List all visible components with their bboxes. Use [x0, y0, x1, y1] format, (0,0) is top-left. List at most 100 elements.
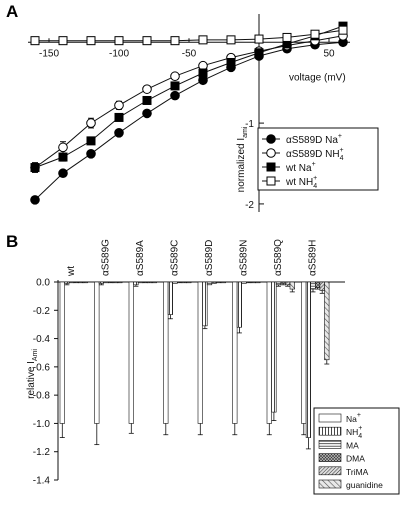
bar — [147, 281, 153, 284]
data-point — [86, 149, 96, 159]
data-point — [170, 90, 180, 101]
bar — [133, 281, 139, 286]
bar-group: αS589N — [232, 240, 261, 436]
bar — [206, 281, 213, 286]
legend-label-main: αS589D Na — [286, 135, 338, 146]
legend-swatch — [318, 466, 342, 476]
legend-label-main: NH — [346, 427, 358, 437]
legend-swatch — [318, 440, 342, 449]
bar — [186, 281, 192, 284]
legend-label: TriMA — [346, 467, 369, 477]
x-tick-label: -50 — [182, 48, 197, 59]
legend-marker — [266, 176, 276, 186]
legend-label: MA — [346, 440, 359, 450]
bar-group: wt — [59, 266, 88, 438]
data-point — [338, 25, 348, 35]
legend-label: αS589D Na+ — [286, 133, 342, 146]
legend-marker — [266, 148, 276, 158]
data-point — [30, 163, 40, 173]
panel-b-bar-chart: 0.0 -0.2 -0.4 -0.6 -0.8 -1.0 -1.2 -1.4 relative … — [26, 239, 400, 495]
bar-group: αS589C — [163, 240, 192, 436]
bar — [73, 281, 79, 284]
bar — [310, 281, 316, 290]
bar — [98, 281, 104, 284]
category-label: αS589C — [170, 240, 181, 276]
bar — [289, 281, 295, 290]
legend-label: guanidine — [346, 480, 383, 490]
data-point — [142, 36, 152, 46]
bar — [271, 281, 277, 413]
data-point — [170, 36, 180, 46]
bar-group: αS589D — [197, 240, 226, 436]
data-point — [114, 112, 124, 122]
data-point — [86, 136, 96, 146]
y-axis-title-main: normalized I — [236, 138, 247, 192]
bar — [314, 281, 321, 288]
legend-swatch — [318, 453, 342, 462]
bar — [128, 281, 134, 424]
bar — [305, 281, 312, 438]
y-tick-label: -0.2 — [33, 306, 51, 317]
panel-a-label: A — [6, 2, 18, 21]
bar — [202, 281, 208, 327]
legend-label: wt NH4+ — [285, 175, 317, 190]
category-label: αS589N — [239, 240, 250, 276]
data-point — [58, 142, 68, 153]
bar — [78, 281, 84, 284]
bar — [59, 281, 65, 424]
legend-box — [313, 407, 400, 495]
bar-group: αS589G — [94, 239, 123, 446]
y-axis-title: normalized Iami — [236, 126, 249, 192]
bar — [232, 281, 238, 424]
data-point — [114, 128, 124, 138]
bar — [285, 281, 291, 286]
bar — [255, 281, 261, 284]
y-tick-label: -0.8 — [33, 391, 51, 402]
data-point — [198, 68, 208, 78]
bar — [275, 281, 282, 286]
data-point — [142, 84, 152, 94]
legend-label: Na+ — [346, 412, 361, 424]
data-point — [170, 81, 180, 91]
bar — [301, 281, 307, 424]
bar — [172, 281, 178, 284]
data-point — [58, 168, 68, 179]
x-tick-label: -100 — [109, 48, 129, 59]
series-line — [35, 29, 344, 42]
y-axis-title-sub: Ami — [32, 349, 39, 362]
bar — [117, 281, 123, 284]
data-point — [30, 195, 40, 205]
series-3 — [30, 25, 348, 46]
bar — [64, 281, 70, 284]
bar — [280, 281, 286, 284]
data-point — [58, 36, 68, 46]
bar — [82, 281, 88, 284]
legend-label-main: Na — [346, 414, 357, 424]
data-point — [86, 36, 96, 46]
bar — [68, 281, 75, 284]
bar — [163, 281, 169, 424]
legend-label-sub: 4 — [340, 155, 344, 162]
y-tick-label: -1.0 — [33, 419, 51, 430]
bar-group: αS589H — [301, 240, 330, 450]
legend-box — [257, 127, 379, 191]
legend-label-sup: + — [358, 425, 362, 432]
bar-group: αS589A — [128, 240, 157, 434]
category-label: αS589D — [204, 240, 215, 276]
data-point — [198, 35, 208, 45]
legend-label-sup: + — [312, 161, 316, 168]
bar — [319, 281, 325, 291]
y-tick-label: -1.4 — [33, 476, 51, 487]
legend-label: NH4+ — [346, 425, 362, 440]
bar — [167, 281, 174, 315]
data-point — [114, 36, 124, 46]
legend-swatch — [318, 413, 342, 423]
bar — [112, 281, 118, 284]
data-point — [142, 108, 152, 119]
bar — [151, 281, 157, 284]
data-point — [170, 71, 180, 82]
data-point — [114, 100, 124, 111]
bar — [177, 281, 183, 284]
